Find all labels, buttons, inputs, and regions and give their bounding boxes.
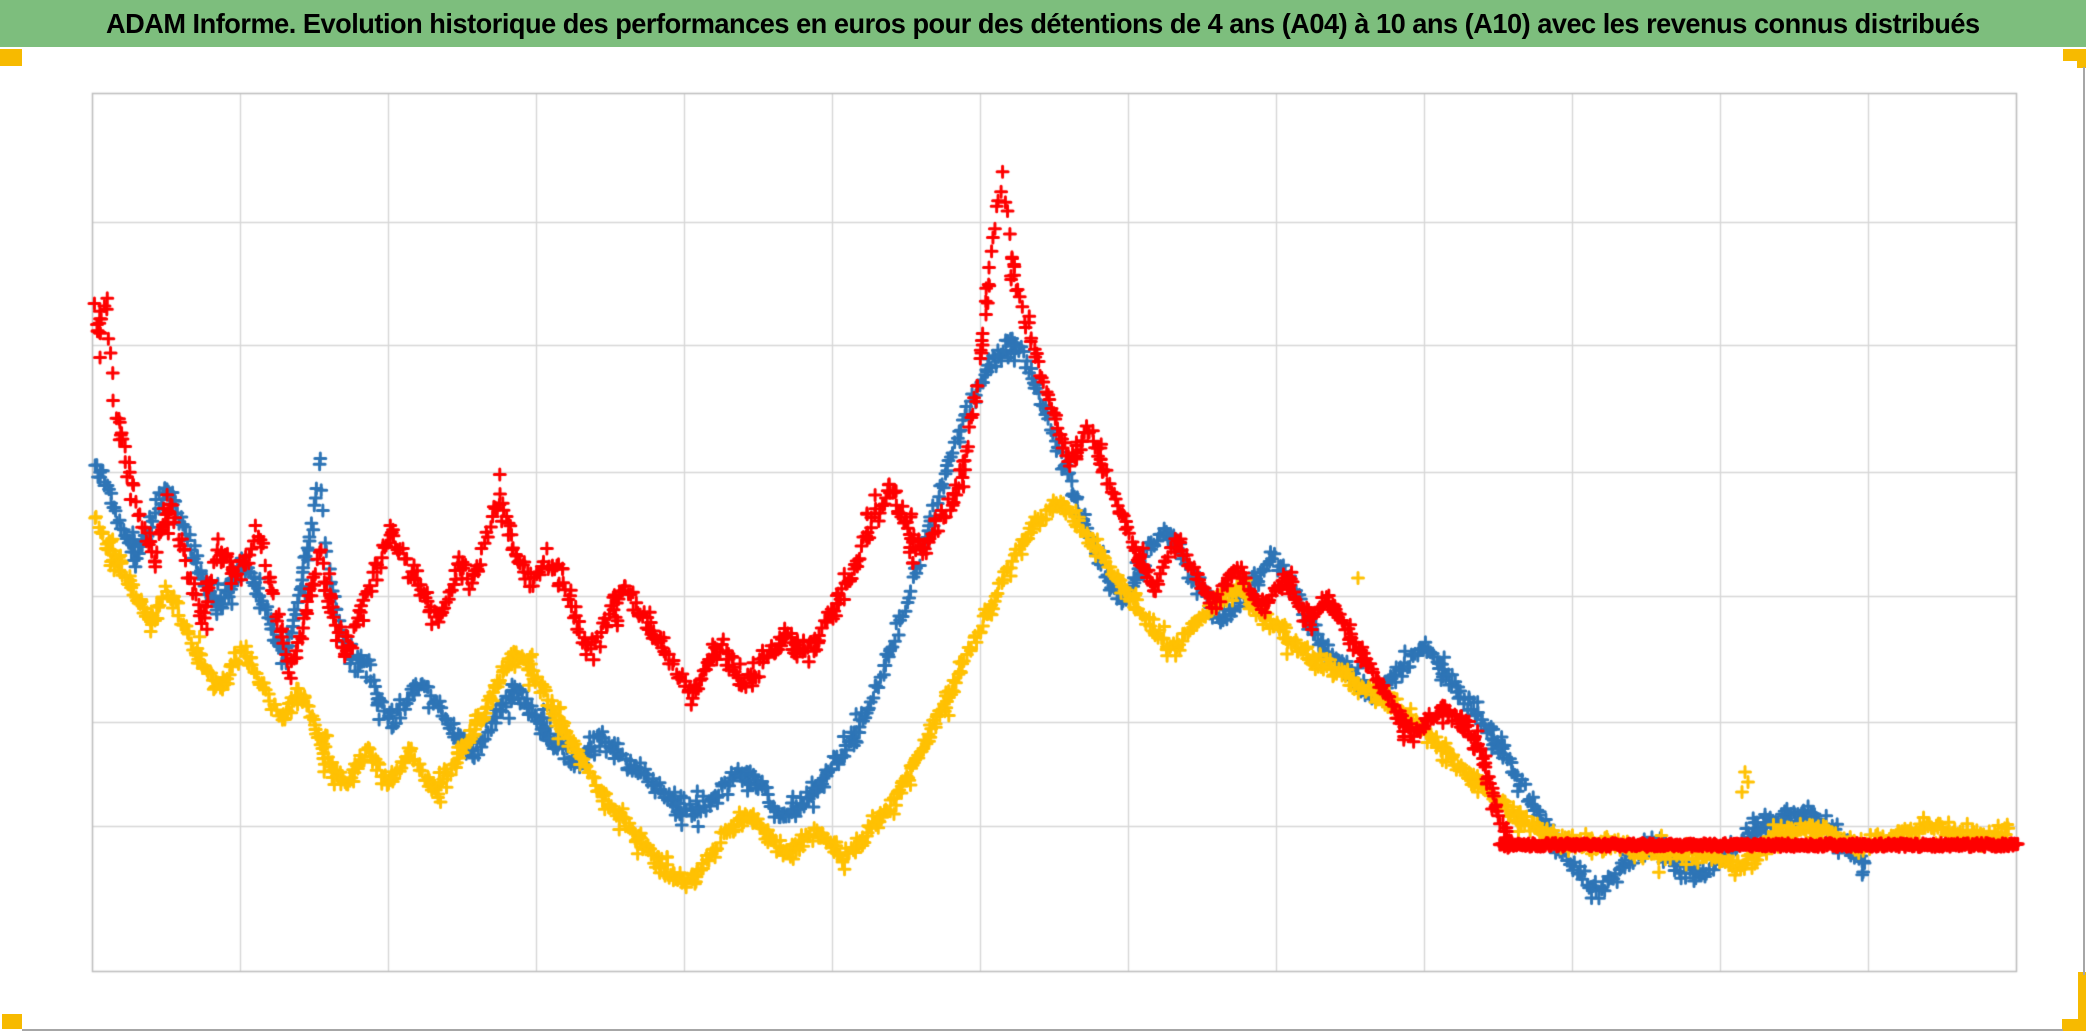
worksheet-page: ADAM Informe. Evolution historique des p… (0, 0, 2086, 1031)
performance-scatter-chart[interactable] (0, 0, 2086, 1031)
